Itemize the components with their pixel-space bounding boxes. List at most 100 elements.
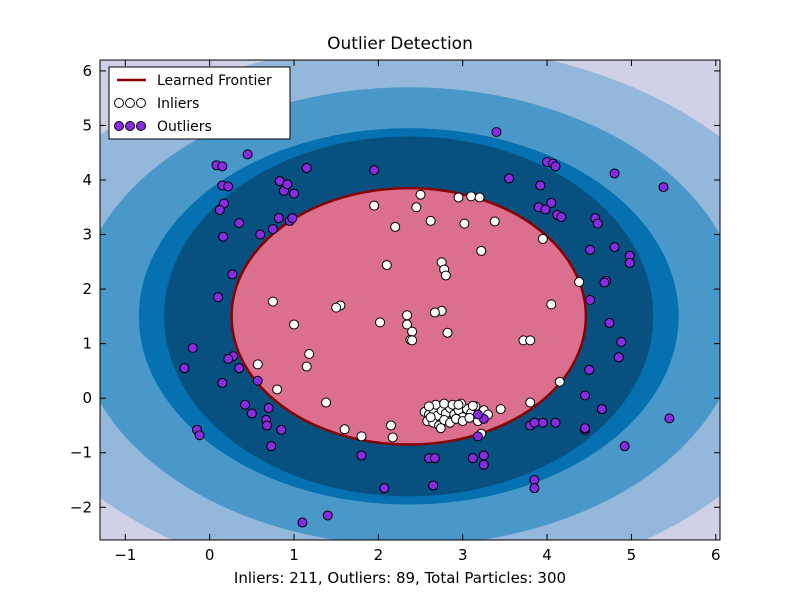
outliers-point [619, 441, 630, 452]
outliers-point [273, 213, 284, 224]
outliers-point [234, 363, 245, 374]
y-tick-label: 6 [82, 62, 92, 80]
outliers-point [287, 213, 298, 224]
outliers-point [242, 149, 253, 160]
outliers-point [262, 420, 273, 431]
outliers-point [214, 205, 225, 215]
axes: −1 0 1 2 3 4 5 6 −2 −1 0 1 2 3 4 5 6 [70, 60, 721, 564]
inliers-point [474, 192, 485, 203]
outliers-point [282, 179, 293, 190]
inliers-point [537, 233, 548, 244]
outliers-point [218, 231, 229, 242]
outliers-point [187, 343, 198, 353]
outliers-point [535, 180, 546, 191]
inliers-point [252, 359, 263, 370]
legend-label: Outliers [157, 119, 212, 135]
x-axis-label: Inliers: 211, Outliers: 89, Total Partic… [233, 569, 567, 587]
outliers-point [289, 188, 300, 199]
outliers-point [246, 408, 257, 419]
inliers-point [466, 191, 477, 202]
inliers-point [442, 327, 453, 338]
plot-frame [99, 59, 721, 541]
outlier-series [179, 127, 675, 528]
outliers-point [529, 417, 540, 428]
legend-point-marker [114, 121, 124, 131]
inliers-point [439, 398, 450, 409]
x-tick-label: 0 [205, 546, 215, 564]
inliers-point [411, 202, 422, 213]
outliers-point [613, 352, 624, 363]
x-tick-label: 2 [374, 546, 384, 564]
outliers-point [599, 277, 610, 288]
inliers-point [476, 245, 487, 256]
outliers-point [297, 517, 308, 528]
outliers-point [213, 292, 224, 303]
inliers-point [459, 218, 470, 229]
outliers-point [472, 409, 483, 420]
y-tick-label: 3 [82, 226, 92, 244]
outliers-point [429, 453, 440, 464]
outliers-point [624, 257, 635, 268]
outliers-point [616, 337, 627, 347]
outliers-point [227, 269, 238, 280]
inliers-point [425, 412, 436, 423]
x-tick-label: 4 [542, 546, 552, 564]
outliers-point [592, 218, 603, 229]
outliers-point [580, 423, 591, 434]
y-tick-label: 2 [82, 280, 92, 298]
outliers-point [234, 218, 245, 229]
legend-point-marker [125, 98, 135, 108]
outliers-point [223, 181, 234, 192]
outliers-point [585, 295, 596, 305]
inliers-point [453, 399, 464, 410]
inliers-point [407, 335, 418, 346]
x-tick-label: −1 [114, 546, 136, 564]
outliers-point [550, 417, 561, 428]
outliers-point [472, 431, 483, 442]
x-tick-label: 6 [711, 546, 721, 564]
y-tick-label: 5 [82, 116, 92, 134]
outliers-point [255, 229, 266, 240]
x-tick-label: 5 [627, 546, 637, 564]
outliers-point [609, 168, 620, 179]
outliers-point [580, 390, 591, 401]
outliers-point [609, 242, 620, 253]
inliers-point [301, 361, 312, 372]
inliers-point [375, 317, 386, 328]
outliers-point [537, 417, 548, 428]
inliers-point [289, 319, 300, 330]
outliers-point [217, 377, 228, 388]
inliers-point [554, 376, 565, 387]
y-tick-label: 4 [82, 171, 92, 189]
outliers-point [546, 197, 557, 208]
outliers-point [179, 363, 190, 374]
outliers-point [467, 453, 478, 464]
outliers-point [664, 413, 675, 424]
inliers-point [402, 310, 413, 321]
x-tick-label: 3 [458, 546, 468, 564]
inliers-point [464, 412, 475, 423]
inliers-point [525, 397, 536, 408]
inliers-point [386, 420, 397, 431]
outliers-point [252, 375, 263, 386]
inliers-point [390, 221, 401, 232]
legend-point-marker [114, 98, 124, 108]
outliers-point [596, 404, 607, 415]
outliers-point [658, 182, 669, 193]
inliers-point [304, 349, 315, 359]
outliers-point [301, 163, 312, 173]
outliers-point [223, 353, 234, 364]
inliers-point [489, 216, 500, 227]
inliers-point [267, 296, 278, 307]
outliers-point [240, 399, 251, 410]
outliers-point [604, 317, 615, 328]
inliers-point [339, 424, 350, 435]
outliers-point [529, 483, 540, 494]
inliers-point [425, 215, 436, 226]
inliers-point [546, 299, 557, 310]
outliers-point [266, 441, 277, 452]
inliers-point [415, 189, 426, 200]
outliers-point [540, 204, 551, 215]
